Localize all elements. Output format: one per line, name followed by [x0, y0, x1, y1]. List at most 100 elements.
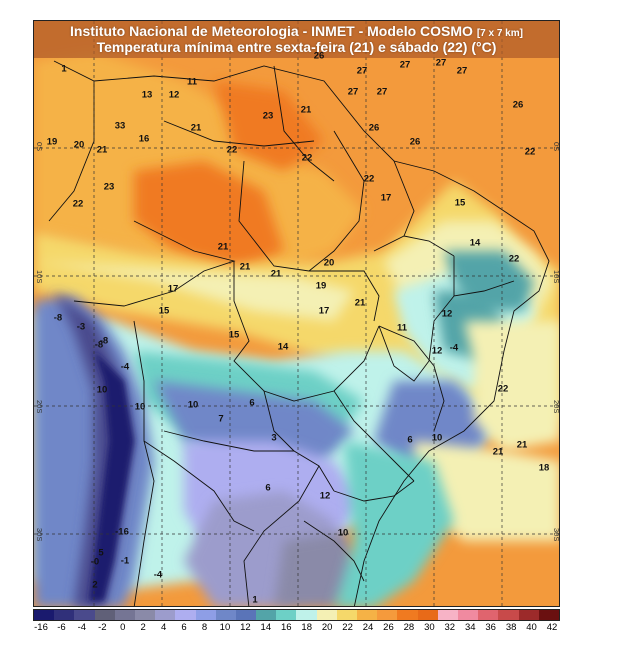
latitude-label: 20S	[552, 400, 560, 414]
lat-lon-grid	[34, 21, 559, 606]
temperature-value: 27	[356, 65, 368, 77]
border-line	[378, 295, 455, 382]
temperature-value: 7	[218, 413, 224, 425]
temperature-value: 10	[337, 527, 349, 539]
latitude-label: 0S	[552, 142, 560, 152]
temperature-value: 6	[407, 434, 413, 446]
temperature-value: 21	[300, 104, 312, 116]
temperature-value: 13	[141, 89, 153, 101]
temperature-value: 26	[368, 122, 380, 134]
color-scale-segment	[94, 610, 115, 620]
temperature-value: -16	[115, 526, 129, 538]
border-line	[163, 120, 315, 147]
color-scale-segment	[54, 610, 75, 620]
color-scale-ticks: -16 -6 -4 -2 0 2 4 6 8 10 12 14 16 18 20 22 24 26 28 30 32 34…	[33, 621, 560, 635]
color-scale-segment	[357, 610, 378, 620]
latitude-label: 10S	[552, 270, 560, 284]
color-scale-segment	[478, 610, 499, 620]
temperature-value: 22	[301, 152, 313, 164]
temperature-value: 10	[96, 384, 108, 396]
temperature-value: -8	[53, 312, 63, 324]
border-line	[333, 390, 415, 482]
temperature-value: 17	[167, 283, 179, 295]
color-scale-segment	[195, 610, 216, 620]
temperature-value: 12	[168, 89, 180, 101]
border-line	[133, 320, 155, 606]
color-scale-segment	[74, 610, 95, 620]
temperature-value: 19	[315, 280, 327, 292]
latitude-label: 10S	[35, 270, 44, 284]
color-scale-tick-label: 30	[424, 622, 435, 633]
temperature-value: 27	[347, 86, 359, 98]
border-line	[273, 65, 335, 182]
color-scale-tick-label: 2	[140, 622, 146, 633]
color-scale-bar	[33, 609, 560, 621]
temperature-value: -0	[90, 556, 100, 568]
latitude-label: 0S	[35, 142, 44, 152]
color-scale-tick-label: 16	[280, 622, 292, 633]
color-scale-tick-label: 24	[362, 622, 374, 633]
map-title: Instituto Nacional de Meteorologia - INM…	[70, 23, 523, 39]
color-scale-tick-label: 14	[260, 622, 272, 633]
temperature-value: 22	[524, 146, 536, 158]
temperature-value: -4	[120, 361, 130, 373]
color-scale-segment	[175, 610, 196, 620]
color-scale-segment	[397, 610, 418, 620]
color-scale-tick-label: -4	[77, 622, 87, 633]
temperature-region	[214, 81, 324, 171]
country-state-borders	[48, 60, 550, 606]
temperature-value: 3	[271, 432, 277, 444]
temperature-value: 17	[380, 192, 392, 204]
temperature-value: 22	[72, 198, 84, 210]
temperature-value: -1	[120, 555, 130, 567]
border-line	[238, 160, 380, 322]
border-line	[373, 235, 455, 257]
color-scale-segment	[276, 610, 297, 620]
temperature-value: 17	[318, 305, 330, 317]
temperature-value: 26	[409, 136, 421, 148]
color-scale-tick-label: 28	[403, 622, 415, 633]
temperature-value: 1	[61, 63, 67, 75]
temperature-value: 20	[323, 257, 335, 269]
temperature-value: 18	[538, 462, 550, 474]
color-scale-tick-label: -2	[98, 622, 107, 633]
color-scale-tick-label: 4	[160, 622, 167, 633]
temperature-value: 2	[92, 579, 98, 591]
color-scale-tick-label: 12	[240, 622, 251, 633]
latitude-label: 30S	[35, 528, 44, 542]
temperature-value: 27	[399, 59, 411, 71]
temperature-value: 27	[456, 65, 468, 77]
border-line	[163, 430, 335, 492]
temperature-value: 12	[431, 345, 443, 357]
temperature-value: 1	[252, 594, 258, 606]
temperature-value: 6	[249, 397, 255, 409]
title-band: Instituto Nacional de Meteorologia - INM…	[34, 21, 559, 58]
temperature-value: 21	[190, 122, 202, 134]
temperature-value: 6	[265, 482, 271, 494]
temperature-value: 12	[441, 308, 453, 320]
color-scale-tick-label: 0	[120, 622, 126, 633]
color-scale-segment	[498, 610, 519, 620]
color-scale-segment	[134, 610, 156, 620]
color-scale-tick-label: 34	[464, 622, 476, 633]
temperature-region	[89, 351, 134, 601]
temperature-value: 21	[516, 439, 528, 451]
temperature-value: 10	[134, 401, 146, 413]
temperature-value: 21	[217, 241, 229, 253]
color-scale-segment	[518, 610, 539, 620]
border-line	[53, 60, 550, 606]
temperature-region	[464, 321, 559, 451]
color-scale-tick-label: 18	[301, 622, 313, 633]
temperature-value: 21	[96, 144, 108, 156]
temperature-region	[444, 251, 534, 311]
color-scale-segment	[34, 610, 55, 620]
color-scale-tick-label: 42	[546, 622, 558, 633]
temperature-value: 33	[114, 120, 126, 132]
temperature-value: 15	[158, 305, 170, 317]
temperature-value: 14	[469, 237, 481, 249]
color-scale-segment	[457, 610, 479, 620]
color-scale-segment	[215, 610, 236, 620]
temperature-value: 11	[186, 76, 198, 88]
temperature-value: 12	[319, 490, 331, 502]
color-scale-tick-label: 8	[201, 622, 208, 633]
